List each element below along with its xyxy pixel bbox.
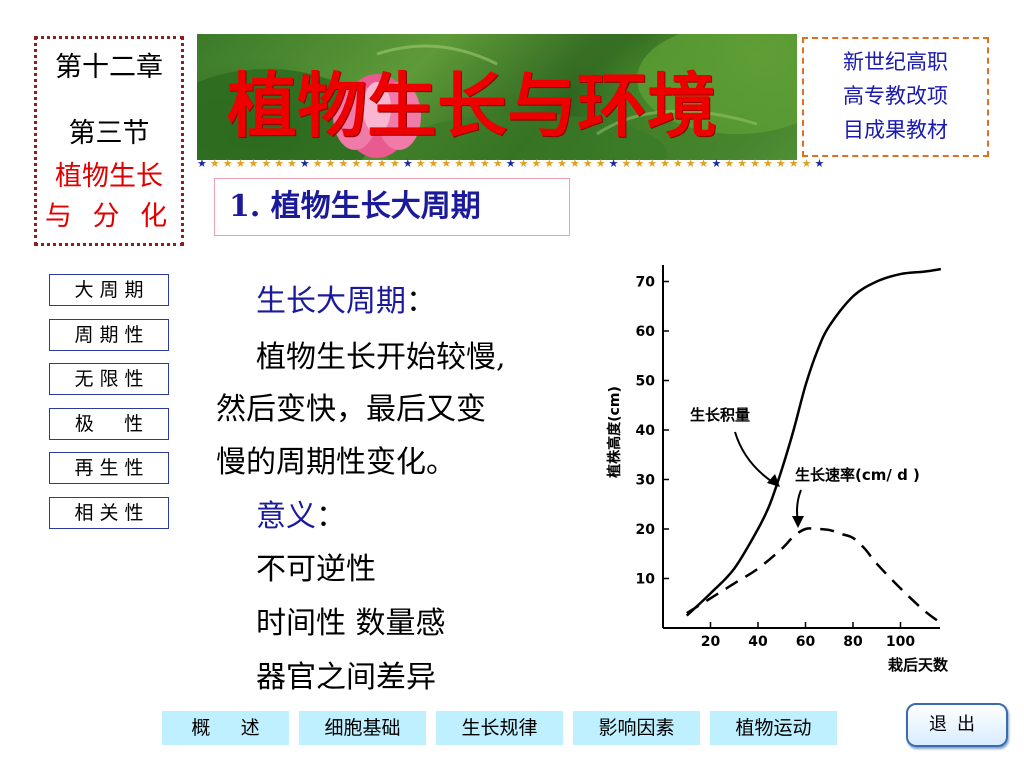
y-axis-label: 植株高度(cm) [606, 386, 623, 479]
section-title: 1. 植物生长大周期 [214, 178, 570, 236]
nav-overview[interactable]: 概 述 [162, 711, 289, 745]
banner-title: 植物生长与环境 [227, 64, 717, 147]
significance-item-3: 器官之间差异 [256, 660, 436, 695]
chapter-number: 第十二章 [55, 52, 163, 83]
growth-accumulation-series [685, 267, 942, 617]
sidebar-item-xiang-guan-xing[interactable]: 相 关 性 [49, 497, 169, 529]
definition-line-1: 植物生长开始较慢, [256, 340, 506, 375]
sidebar-item-wu-xian-xing[interactable]: 无 限 性 [49, 363, 169, 395]
section-number: 第三节 [68, 118, 150, 149]
annotation-arrow [734, 431, 778, 486]
heading-colon: ： [406, 284, 436, 319]
exit-button[interactable]: 退出 [906, 703, 1008, 747]
series-label-accumulation: 生长积量 [690, 406, 750, 424]
nav-growth-rules[interactable]: 生长规律 [436, 711, 563, 745]
series-line: 高专教改项 [843, 84, 948, 108]
banner-image: 植物生长与环境 [197, 34, 797, 160]
y-tick-label: 20 [636, 522, 656, 538]
sidebar-item-da-zhou-qi[interactable]: 大 周 期 [49, 274, 169, 306]
arrowhead-icon [792, 516, 804, 528]
nav-plant-movement[interactable]: 植物运动 [710, 711, 837, 745]
significance-heading: 意义 [256, 499, 316, 534]
y-tick-label: 30 [636, 473, 656, 489]
x-tick-label: 80 [843, 634, 863, 650]
significance-heading-row: 意义： [256, 491, 346, 535]
x-tick-label: 40 [748, 634, 768, 650]
y-tick-label: 70 [636, 275, 656, 291]
definition-line-3: 慢的周期性变化。 [216, 445, 456, 480]
chapter-box: 第十二章 第三节 植物生长 与 分 化 [34, 36, 184, 246]
significance-item-1: 不可逆性 [256, 552, 376, 587]
x-tick-label: 60 [796, 634, 816, 650]
lotus-leaf-background [197, 34, 797, 160]
y-tick-label: 60 [636, 324, 656, 340]
series-line: 新世纪高职 [843, 50, 948, 74]
heading-colon: ： [316, 499, 346, 534]
growth-curve-chart: 10 20 30 40 50 60 70 20 40 60 80 100 植株高度(cm) 栽后天数 生长积… [606, 265, 949, 674]
series-label-rate: 生长速率(cm/ d ) [795, 466, 920, 484]
y-tick-label: 50 [636, 374, 656, 390]
x-tick-label: 20 [701, 634, 721, 650]
growth-rate-series [686, 527, 942, 625]
definition-heading-row: 生长大周期： [256, 276, 436, 320]
sidebar-item-zai-sheng-xing[interactable]: 再 生 性 [49, 452, 169, 484]
y-tick-label: 40 [636, 423, 656, 439]
x-tick-label: 100 [886, 634, 915, 650]
section-name-line2: 与 分 化 [44, 201, 174, 232]
series-box: 新世纪高职 高专教改项 目成果教材 [802, 37, 989, 157]
nav-cell-basis[interactable]: 细胞基础 [299, 711, 426, 745]
series-line: 目成果教材 [843, 118, 948, 142]
sidebar-item-ji-xing[interactable]: 极 性 [49, 408, 169, 440]
lotus-flower-icon [333, 74, 421, 158]
y-tick-label: 10 [636, 572, 656, 588]
x-axis-label: 栽后天数 [888, 656, 949, 674]
definition-line-2: 然后变快，最后又变 [216, 392, 486, 427]
sidebar-item-zhou-qi-xing[interactable]: 周 期 性 [49, 319, 169, 351]
significance-item-2: 时间性 数量感 [256, 606, 446, 641]
nav-influencing-factors[interactable]: 影响因素 [573, 711, 700, 745]
definition-heading: 生长大周期 [256, 284, 406, 319]
star-divider: ★★★★★★★★★★★★★★★★★★★★★★★★★★★★★★★★★★★★★★★★… [197, 157, 828, 170]
section-name-line1: 植物生长 [55, 161, 163, 192]
arrowhead-icon [767, 474, 780, 487]
